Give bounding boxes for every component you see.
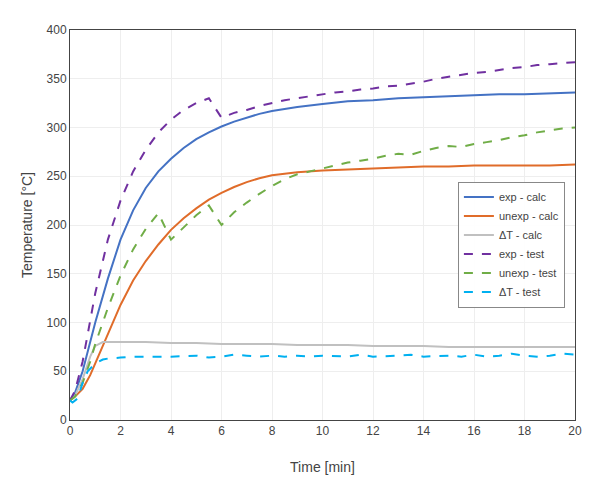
svg-text:250: 250 (47, 169, 67, 183)
svg-text:8: 8 (269, 424, 276, 438)
svg-text:100: 100 (47, 316, 67, 330)
svg-text:16: 16 (467, 424, 481, 438)
svg-text:ΔT - calc: ΔT - calc (499, 229, 543, 241)
svg-text:0: 0 (67, 424, 74, 438)
svg-text:14: 14 (417, 424, 431, 438)
svg-text:18: 18 (518, 424, 532, 438)
svg-text:2: 2 (117, 424, 124, 438)
svg-text:10: 10 (316, 424, 330, 438)
svg-text:exp - test: exp - test (499, 248, 544, 260)
svg-text:0: 0 (60, 413, 67, 427)
svg-text:12: 12 (366, 424, 380, 438)
svg-text:ΔT - test: ΔT - test (499, 286, 540, 298)
svg-text:unexp - test: unexp - test (499, 267, 556, 279)
svg-text:4: 4 (168, 424, 175, 438)
svg-text:exp - calc: exp - calc (499, 191, 547, 203)
svg-text:50: 50 (53, 364, 67, 378)
svg-text:20: 20 (568, 424, 582, 438)
svg-text:Temperature [°C]: Temperature [°C] (19, 172, 35, 278)
svg-text:150: 150 (47, 267, 67, 281)
svg-text:400: 400 (47, 23, 67, 37)
svg-text:300: 300 (47, 121, 67, 135)
svg-text:200: 200 (47, 218, 67, 232)
svg-text:Time [min]: Time [min] (290, 459, 355, 475)
svg-text:350: 350 (47, 72, 67, 86)
svg-text:6: 6 (218, 424, 225, 438)
svg-text:unexp - calc: unexp - calc (499, 210, 559, 222)
